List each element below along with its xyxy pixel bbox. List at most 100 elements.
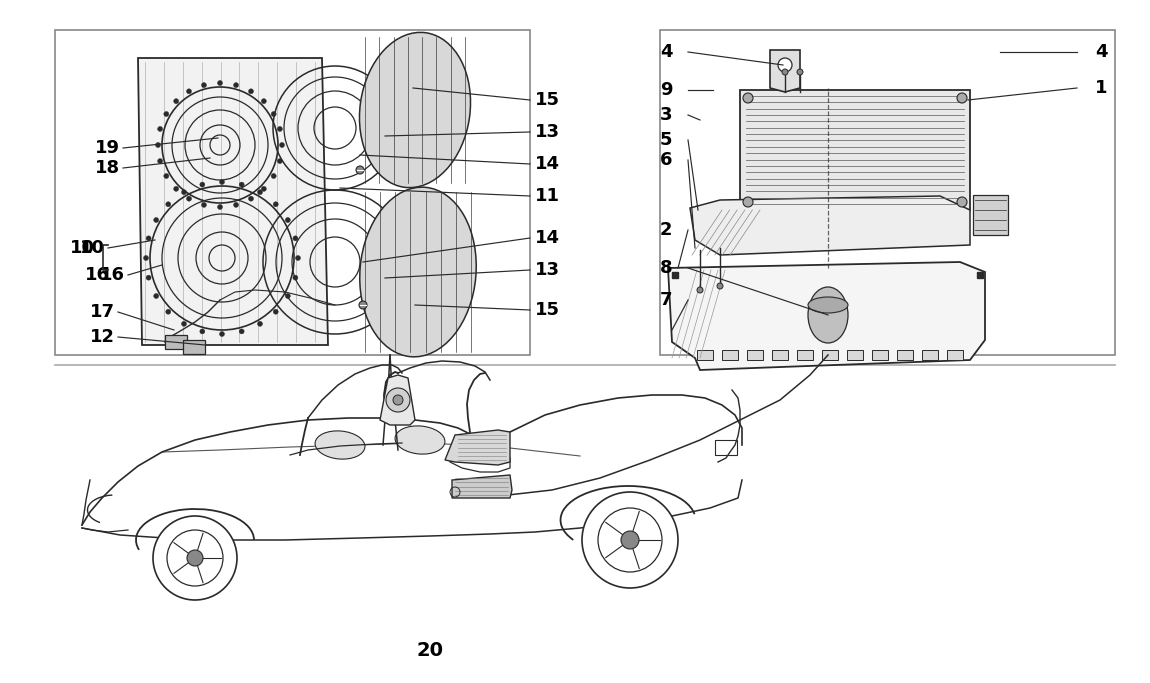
Text: 20: 20 [416,641,444,660]
Circle shape [233,83,238,87]
Circle shape [186,89,192,94]
Circle shape [258,321,262,326]
Text: 17: 17 [90,303,115,321]
Text: 1: 1 [1095,79,1107,97]
Circle shape [201,83,207,87]
Circle shape [957,93,967,103]
Circle shape [293,236,298,241]
Bar [748,350,762,360]
Circle shape [782,69,788,75]
Polygon shape [445,430,509,465]
Bar [772,350,788,360]
Circle shape [277,126,283,131]
Circle shape [697,287,703,293]
Text: 14: 14 [535,229,560,247]
Ellipse shape [808,287,848,343]
Text: 18: 18 [95,159,120,177]
Ellipse shape [315,431,365,459]
Circle shape [248,196,253,201]
Text: 7: 7 [660,291,673,309]
Circle shape [957,197,967,207]
Text: 16: 16 [100,266,125,284]
Circle shape [158,126,162,131]
Bar [183,340,205,354]
Circle shape [271,111,276,117]
Ellipse shape [808,297,848,313]
Circle shape [163,111,169,117]
Text: 12: 12 [90,328,115,346]
Text: 14: 14 [535,155,560,173]
Circle shape [743,93,753,103]
Circle shape [239,182,244,187]
Circle shape [779,58,792,72]
Text: 6: 6 [660,151,673,169]
Circle shape [743,197,753,207]
Text: 9: 9 [660,81,673,99]
Circle shape [356,166,365,174]
Bar [848,350,862,360]
Text: 4: 4 [660,43,673,61]
Circle shape [187,550,204,566]
Circle shape [359,301,367,309]
Polygon shape [380,375,415,425]
Bar [722,350,738,360]
Text: 13: 13 [535,123,560,141]
Circle shape [271,173,276,178]
Circle shape [293,275,298,280]
Polygon shape [668,262,986,370]
Circle shape [201,202,207,208]
Circle shape [217,204,222,210]
Circle shape [386,388,411,412]
Text: 8: 8 [660,259,673,277]
Bar [822,350,838,360]
Bar [697,350,713,360]
Bar [660,30,1116,355]
Text: 13: 13 [535,261,560,279]
Circle shape [154,294,159,298]
Circle shape [621,531,639,549]
Circle shape [154,217,159,223]
Bar [922,350,938,360]
Bar [797,350,813,360]
Circle shape [239,329,244,334]
Bar [715,440,737,455]
Text: 10: 10 [70,239,95,257]
Circle shape [233,202,238,208]
Circle shape [182,321,186,326]
Circle shape [582,492,678,588]
Ellipse shape [360,187,476,357]
Circle shape [186,196,192,201]
Circle shape [200,182,205,187]
Polygon shape [138,58,328,345]
Circle shape [166,309,170,314]
Circle shape [285,217,290,223]
Polygon shape [452,475,512,498]
Circle shape [220,331,224,337]
Ellipse shape [360,32,470,188]
Bar [946,350,963,360]
Text: 10: 10 [81,239,105,257]
Bar [739,90,969,210]
Circle shape [153,516,237,600]
Bar [872,350,888,360]
Circle shape [166,201,170,207]
Circle shape [261,98,267,104]
Text: 3: 3 [660,106,673,124]
Circle shape [393,395,402,405]
Polygon shape [690,196,969,255]
Circle shape [248,89,253,94]
Circle shape [261,186,267,191]
Text: 4: 4 [1095,43,1107,61]
Circle shape [277,158,283,163]
Circle shape [285,294,290,298]
Circle shape [797,69,803,75]
Bar [897,350,913,360]
Polygon shape [770,50,800,92]
Circle shape [200,329,205,334]
Text: 11: 11 [535,187,560,205]
Text: 5: 5 [660,131,673,149]
Circle shape [716,283,723,289]
Circle shape [217,81,222,85]
Bar [55,30,530,355]
Text: 15: 15 [535,91,560,109]
